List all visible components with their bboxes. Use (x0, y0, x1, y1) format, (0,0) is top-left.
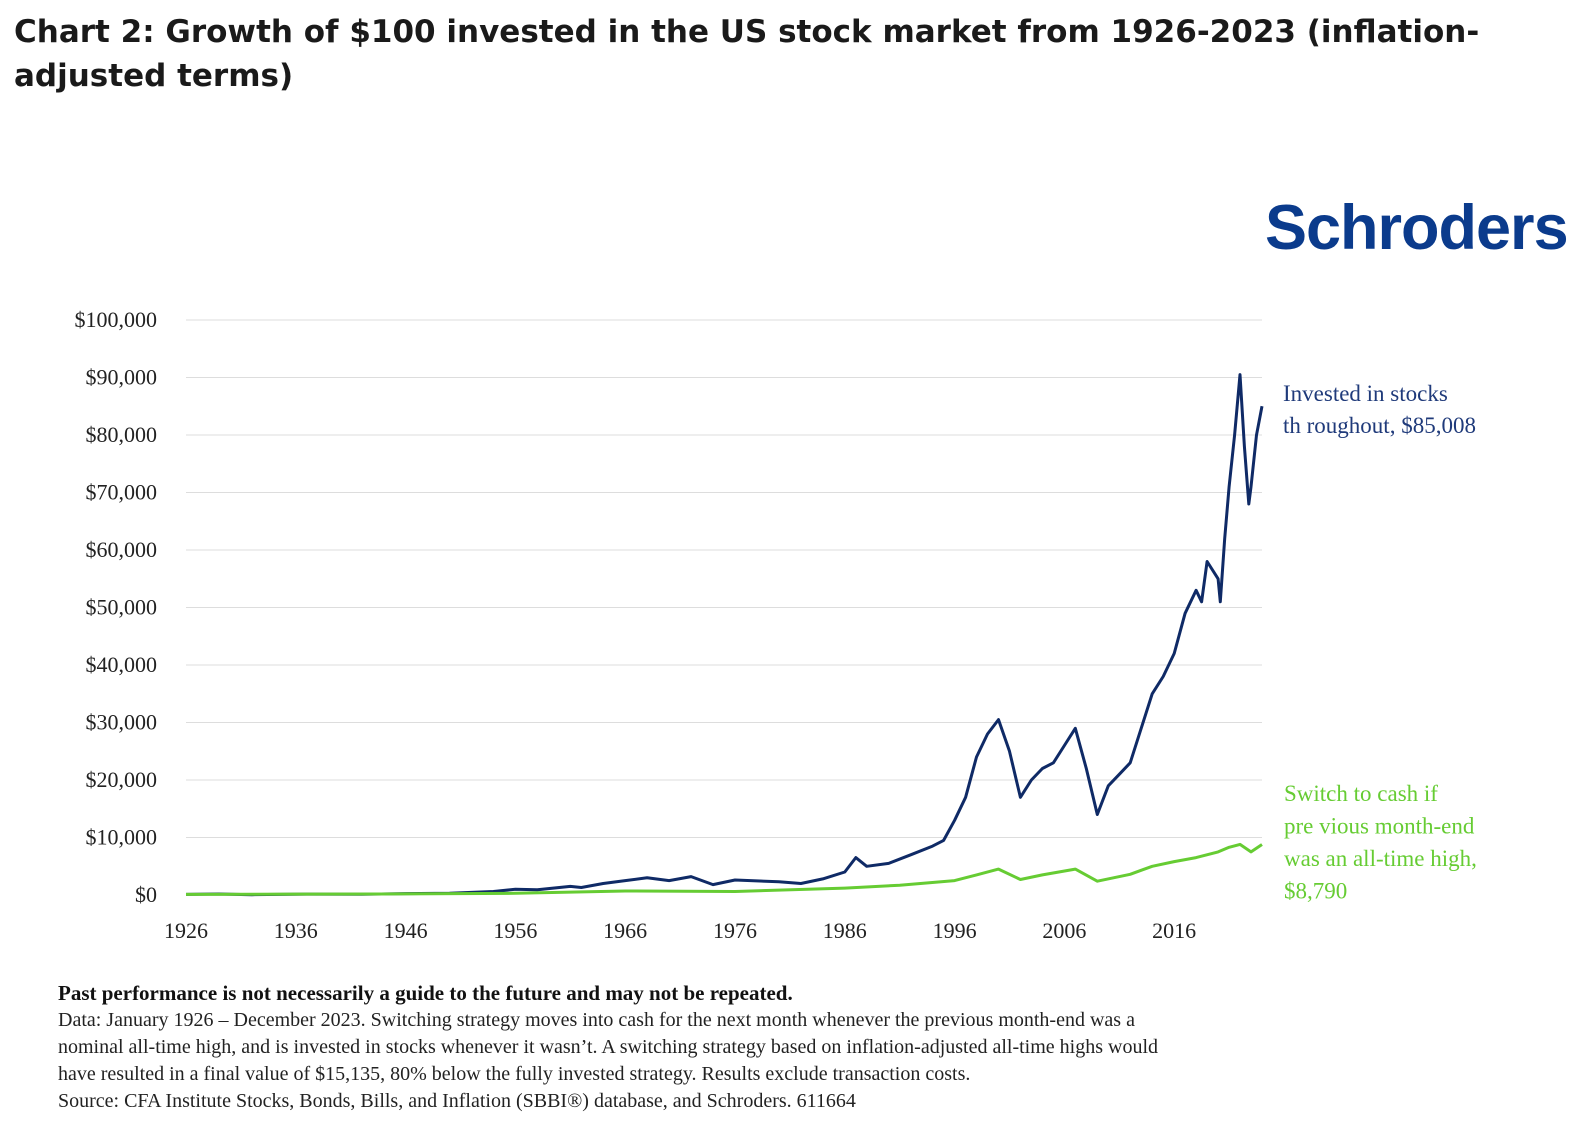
series-lines (185, 373, 1264, 897)
y-tick-label: $90,000 (86, 365, 158, 390)
cash-series-line (185, 842, 1263, 896)
x-tick-label: 1986 (823, 918, 867, 943)
x-tick-label: 1946 (384, 918, 428, 943)
y-tick-label: $60,000 (86, 537, 158, 562)
y-tick-label: $30,000 (86, 710, 158, 735)
note-line-1: Data: January 1926 – December 2023. Swit… (58, 1009, 1135, 1031)
y-tick-label: $100,000 (75, 307, 158, 332)
y-tick-label: $40,000 (86, 652, 158, 677)
x-tick-label: 2006 (1042, 918, 1086, 943)
y-tick-label: $50,000 (86, 595, 158, 620)
y-tick-label: $10,000 (86, 825, 158, 850)
x-tick-label: 2016 (1152, 918, 1196, 943)
gridlines (186, 319, 1262, 838)
x-tick-label: 1936 (274, 918, 318, 943)
footnotes: Past performance is not necessarily a gu… (58, 980, 1328, 1115)
series-labels: Invested in stocks th roughout, $85,008 Sw… (1283, 381, 1477, 904)
stocks-series-line (185, 373, 1264, 897)
schroders-logo: Schroders (1265, 193, 1569, 263)
x-tick-label: 1956 (493, 918, 537, 943)
performance-warning: Past performance is not necessarily a gu… (58, 981, 793, 1005)
x-axis-ticks: 1926 1936 1946 1956 1966 1976 1986 1996 2006 2016 (164, 918, 1196, 943)
x-tick-label: 1976 (713, 918, 757, 943)
note-line-2: nominal all-time high, and is invested i… (58, 1036, 1158, 1058)
cash-series-label: Switch to cash if (1284, 781, 1438, 806)
y-tick-label: $80,000 (86, 422, 158, 447)
stocks-series-label: Invested in stocks (1283, 381, 1448, 406)
x-tick-label: 1966 (603, 918, 647, 943)
y-tick-label: $20,000 (86, 767, 158, 792)
stocks-series-label: th roughout, $85,008 (1283, 413, 1476, 438)
note-line-4: Source: CFA Institute Stocks, Bonds, Bil… (58, 1090, 856, 1112)
note-line-3: have resulted in a final value of $15,13… (58, 1063, 971, 1085)
chart-title: Chart 2: Growth of $100 invested in the … (14, 14, 1480, 94)
x-tick-label: 1996 (933, 918, 977, 943)
y-axis-ticks: $0 $10,000 $20,000 $30,000 $40,000 $50,000 $60… (75, 307, 158, 907)
cash-series-label: $8,790 (1284, 879, 1347, 904)
y-tick-label: $70,000 (86, 480, 158, 505)
cash-series-label: pre vious month-end (1284, 814, 1475, 839)
cash-series-label: was an all-time high, (1284, 846, 1477, 871)
x-tick-label: 1926 (164, 918, 208, 943)
y-tick-label: $0 (135, 882, 157, 907)
